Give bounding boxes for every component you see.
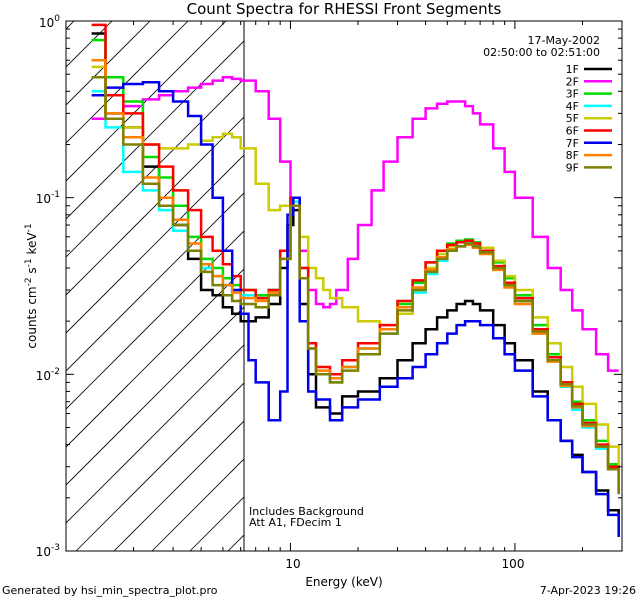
footer-timestamp: 7-Apr-2023 19:26 bbox=[540, 584, 636, 597]
legend-label-8f: 8F bbox=[566, 149, 579, 162]
hatch-line bbox=[342, 0, 640, 551]
hatch-line bbox=[66, 21, 151, 106]
legend-label-6f: 6F bbox=[566, 125, 579, 138]
hatch-line bbox=[66, 154, 244, 334]
y-axis-label: counts cm-2 s-1 keV-1 bbox=[24, 223, 39, 348]
series-line-4f bbox=[91, 90, 620, 495]
x-tick-label-10: 10 bbox=[285, 557, 300, 571]
hatch-line bbox=[66, 268, 244, 448]
legend-label-2f: 2F bbox=[566, 75, 579, 88]
hatch-line bbox=[75, 382, 244, 551]
time-range-label: 02:50:00 to 02:51:00 bbox=[483, 46, 600, 59]
legend-label-1f: 1F bbox=[566, 63, 579, 76]
legend-label-4f: 4F bbox=[566, 100, 579, 113]
y-tick-label-1e0: 100 bbox=[39, 14, 60, 30]
series-line-3f bbox=[91, 38, 620, 488]
series-line-1f bbox=[91, 32, 620, 537]
hatch-line bbox=[66, 116, 244, 296]
legend-label-5f: 5F bbox=[566, 112, 579, 125]
x-tick-label-100: 100 bbox=[502, 557, 525, 571]
legend-label-3f: 3F bbox=[566, 88, 579, 101]
chart-title: Count Spectra for RHESSI Front Segments bbox=[187, 0, 502, 18]
series-line-9f bbox=[91, 76, 620, 495]
x-axis-label: Energy (keV) bbox=[305, 575, 382, 589]
hatch-line bbox=[66, 306, 244, 486]
hatch-line bbox=[266, 0, 640, 551]
series-line-8f bbox=[91, 58, 620, 495]
annotation-background: Includes Background bbox=[249, 505, 364, 518]
hatch-line bbox=[66, 21, 227, 182]
hatch-line bbox=[66, 344, 244, 524]
series-line-7f bbox=[91, 81, 620, 537]
x-ticks bbox=[65, 21, 623, 551]
date-label: 17-May-2002 bbox=[528, 34, 600, 47]
legend-label-7f: 7F bbox=[566, 137, 579, 150]
series-line-2f bbox=[91, 76, 619, 372]
legend-label-9f: 9F bbox=[566, 161, 579, 174]
plot-frame bbox=[65, 20, 623, 552]
y-tick-label-1e-3: 10-3 bbox=[36, 543, 60, 559]
hatch-line bbox=[66, 78, 244, 258]
footer-generator: Generated by hsi_min_spectra_plot.pro bbox=[2, 584, 218, 597]
hatched-region bbox=[66, 0, 640, 551]
y-ticks bbox=[66, 20, 622, 552]
y-tick-label-1e-2: 10-2 bbox=[36, 367, 60, 383]
series-layer bbox=[91, 23, 620, 537]
annotation-attenuator: Att A1, FDecim 1 bbox=[249, 516, 342, 529]
hatch-line bbox=[66, 230, 244, 410]
hatch-line bbox=[66, 192, 244, 372]
y-tick-label-1e-1: 10-1 bbox=[36, 190, 60, 206]
hatch-line bbox=[113, 420, 244, 551]
hatch-line bbox=[304, 0, 640, 551]
